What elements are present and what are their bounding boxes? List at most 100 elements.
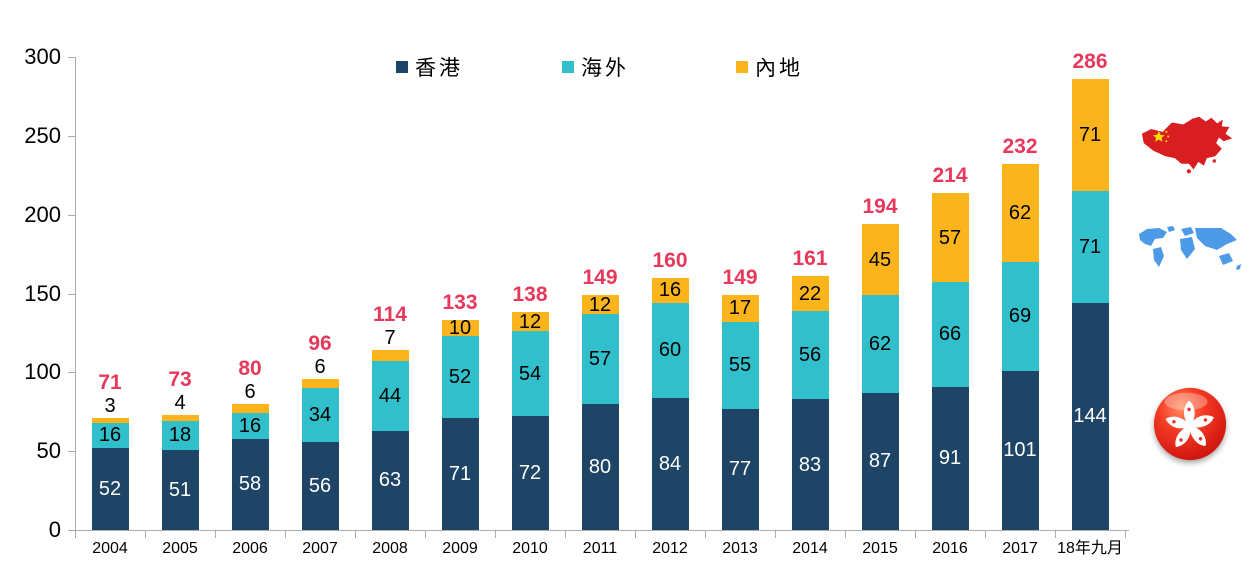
bar-segment-hk-2015 [861,392,899,530]
bar-segment-mainland-2012 [651,277,689,303]
legend-swatch-overseas [562,61,574,73]
y-axis-line [75,57,76,531]
bar-segment-mainland-2014 [791,276,829,311]
bar-segment-value-mainland-2010: 12 [518,310,542,333]
bar-segment-value-mainland-2016: 57 [938,226,962,249]
bar-segment-value-overseas-2008: 44 [378,384,402,407]
x-axis-label-2011: 2011 [582,540,618,557]
bar-segment-value-hk-2016: 91 [938,447,962,470]
legend-item-hk: 香港 [396,55,463,80]
x-axis-tick [75,530,76,538]
bar-segment-hk-2017 [1001,370,1039,530]
x-axis-label-2013: 2013 [722,540,758,557]
bar-segment-value-hk-2007: 56 [308,474,332,497]
bar-segment-value-hk-2010: 72 [518,462,542,485]
bar-segment-hk-18年九月 [1071,302,1109,530]
bar-segment-value-overseas-2013: 55 [728,354,752,377]
bar-segment-value-hk-2006: 58 [238,473,262,496]
y-axis-tick-label: 250 [24,122,61,148]
bar-segment-hk-2009 [441,418,479,530]
bar-segment-hk-2004 [91,448,129,530]
bar-segment-value-overseas-2017: 69 [1008,305,1032,328]
bar-segment-mainland-2011 [581,295,619,314]
bar-segment-overseas-2017 [1001,261,1039,371]
bar-segment-value-hk-2009: 71 [448,463,472,486]
bar-segment-value-overseas-2010: 54 [518,362,542,385]
bar-total-18年九月: 286 [1072,50,1108,74]
legend-swatch-mainland [736,61,748,73]
bar-segment-value-hk-2015: 87 [868,450,892,473]
bar-segment-value-mainland-2013: 17 [728,297,752,320]
x-axis-tick [145,530,146,538]
bar-segment-value-overseas-2012: 60 [658,339,682,362]
bar-segment-overseas-2014 [791,310,829,400]
y-axis-tick-label: 200 [24,201,61,227]
bar-segment-overseas-2007 [301,388,339,442]
y-axis-tick [68,530,75,531]
bar-segment-value-hk-2008: 63 [378,469,402,492]
bar-segment-overseas-2011 [581,313,619,404]
bar-segment-value-mainland-2017: 62 [1008,202,1032,225]
bar-segment-value-overseas-2011: 57 [588,347,612,370]
bar-segment-value-mainland-2007: 6 [314,355,326,378]
bar-segment-mainland-2008 [371,350,409,362]
x-axis-label-2014: 2014 [792,540,828,557]
bar-segment-mainland-2017 [1001,164,1039,262]
bar-segment-value-overseas-2015: 62 [868,332,892,355]
bar-segment-mainland-2004 [91,418,129,423]
bar-segment-overseas-2009 [441,336,479,419]
bar-segment-value-mainland-18年九月: 71 [1078,124,1102,147]
x-axis-label-2007: 2007 [302,540,338,557]
y-axis-tick [68,57,75,58]
x-axis-label-2004: 2004 [92,540,128,557]
bar-total-2007: 96 [308,331,332,355]
bar-segment-value-mainland-2005: 4 [174,391,186,414]
bar-segment-value-hk-2014: 83 [798,453,822,476]
bar-segment-overseas-2015 [861,295,899,393]
bar-segment-hk-2010 [511,416,549,530]
x-axis-tick [705,530,706,538]
y-axis-tick-label: 50 [36,438,61,464]
y-axis-tick [68,372,75,374]
bar-segment-hk-2005 [161,449,199,530]
x-axis-tick [425,530,426,538]
bar-segment-overseas-2004 [91,422,129,448]
bar-segment-mainland-2015 [861,224,899,296]
y-axis-tick-label: 150 [24,280,61,306]
bar-segment-value-overseas-2016: 66 [938,323,962,346]
bar-segment-mainland-18年九月 [1071,79,1109,191]
x-axis-label-2012: 2012 [652,540,688,557]
x-axis-label-2010: 2010 [512,540,548,557]
bar-segment-mainland-2016 [931,192,969,283]
bar-total-2008: 114 [373,303,407,327]
hong-kong-flag-icon [1151,385,1229,463]
bar-segment-overseas-18年九月 [1071,191,1109,303]
x-axis-tick [985,530,986,538]
x-axis-line [68,530,1129,531]
bar-segment-value-hk-2011: 80 [588,455,612,478]
bar-segment-value-overseas-2006: 16 [238,414,262,437]
bar-segment-value-mainland-2014: 22 [798,282,822,305]
legend-label-overseas: 海外 [581,57,629,80]
x-axis-tick [355,530,356,538]
bar-segment-hk-2011 [581,403,619,530]
x-axis-tick [565,530,566,538]
bar-total-2013: 149 [722,266,758,290]
x-axis-tick [1125,530,1126,538]
bar-segment-value-overseas-2014: 56 [798,343,822,366]
bar-segment-value-mainland-2015: 45 [868,248,892,271]
world-map-icon [1133,224,1245,278]
x-axis-tick [285,530,286,538]
bar-total-2005: 73 [168,367,192,391]
bar-segment-value-hk-2005: 51 [168,478,192,501]
bar-total-2014: 161 [792,247,828,271]
y-axis-tick [68,214,75,216]
x-axis-tick [775,530,776,538]
y-axis-tick-label: 0 [48,517,61,542]
legend-label-hk: 香港 [415,57,463,80]
bar-segment-mainland-2009 [441,320,479,337]
bar-segment-value-hk-2013: 77 [728,458,752,481]
legend-item-overseas: 海外 [562,55,629,80]
x-axis-tick [1055,530,1056,538]
bar-segment-overseas-2006 [231,413,269,439]
